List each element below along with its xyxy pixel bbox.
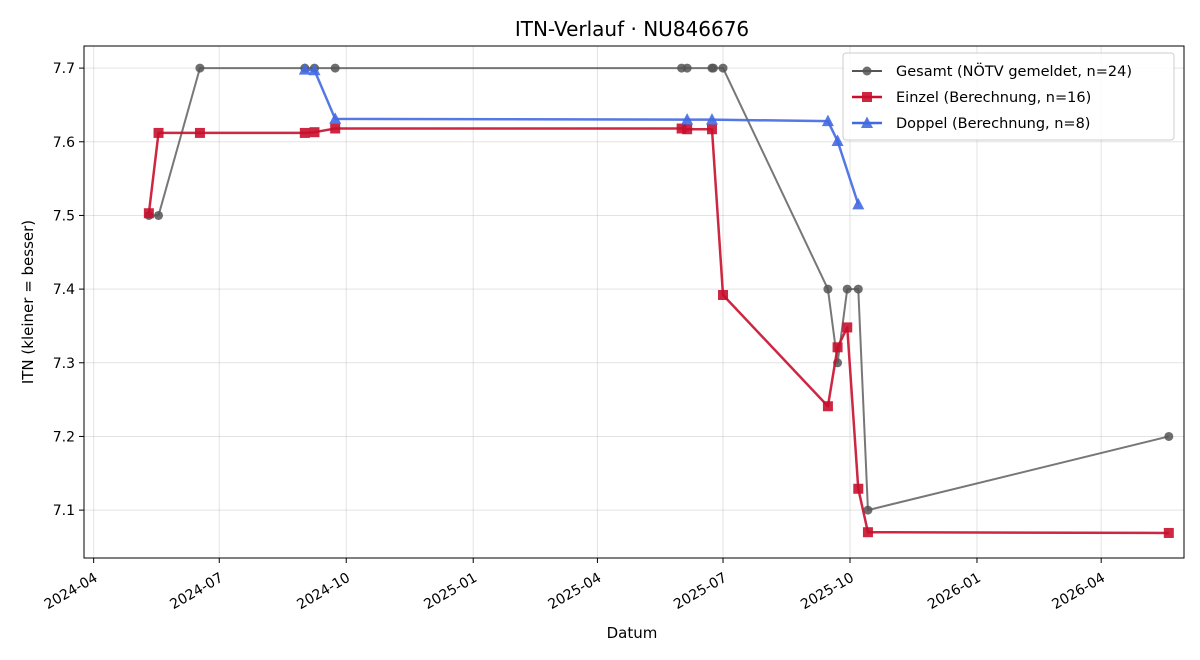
data-point <box>862 527 873 538</box>
grid-lines <box>84 46 1184 558</box>
data-point <box>822 401 833 412</box>
legend: Gesamt (NÖTV gemeldet, n=24) Einzel (Bere… <box>842 52 1175 141</box>
data-point <box>842 322 853 333</box>
legend-label: Einzel (Berechnung, n=16) <box>896 90 1091 106</box>
x-tick-label: 2026-01 <box>925 570 984 613</box>
series-layer <box>143 63 1174 538</box>
series-square <box>143 123 1174 538</box>
x-tick-label: 2025-07 <box>671 570 730 613</box>
data-point <box>299 127 310 138</box>
data-point <box>309 127 320 138</box>
data-point <box>708 63 718 73</box>
data-point <box>853 483 864 494</box>
data-point <box>194 127 205 138</box>
chart-title: ITN-Verlauf · NU846676 <box>515 17 749 41</box>
y-tick-label: 7.5 <box>53 208 75 224</box>
data-point <box>676 123 687 134</box>
data-point <box>718 63 728 73</box>
data-point <box>329 112 342 124</box>
data-point <box>1163 527 1174 538</box>
x-tick-label: 2024-10 <box>294 570 353 613</box>
data-point <box>682 63 692 73</box>
data-point <box>823 284 833 294</box>
data-point <box>298 63 311 75</box>
data-point <box>1164 431 1174 441</box>
data-point <box>821 114 834 127</box>
axis-ticks: 2024-04 2024-07 2024-10 2025-01 2025-04 2025-… <box>42 61 1108 613</box>
data-point <box>706 124 717 135</box>
legend-marker <box>862 92 872 102</box>
x-tick-label: 2024-07 <box>167 570 226 613</box>
series-triangle <box>298 63 865 210</box>
legend-box <box>842 52 1175 141</box>
data-point <box>832 342 843 353</box>
data-point <box>852 197 865 210</box>
data-point <box>853 284 863 294</box>
legend-marker <box>862 66 872 76</box>
data-point <box>681 113 694 125</box>
data-point <box>682 124 693 135</box>
x-tick-label: 2025-01 <box>421 570 480 613</box>
data-point <box>195 63 205 73</box>
data-point <box>705 113 718 125</box>
data-point <box>330 123 341 134</box>
data-point <box>154 210 164 220</box>
y-tick-label: 7.3 <box>53 356 75 372</box>
x-axis-label: Datum <box>607 624 658 642</box>
data-point <box>153 127 164 138</box>
data-point <box>718 290 729 301</box>
data-point <box>842 284 852 294</box>
legend-label: Gesamt (NÖTV gemeldet, n=24) <box>896 62 1132 80</box>
data-point <box>330 63 340 73</box>
data-point <box>308 63 321 76</box>
data-point <box>143 208 154 219</box>
x-tick-label: 2025-04 <box>546 570 605 613</box>
x-tick-label: 2024-04 <box>42 570 101 613</box>
y-tick-label: 7.1 <box>53 503 75 519</box>
data-point <box>863 505 873 515</box>
legend-marker <box>861 116 873 128</box>
y-axis-label: ITN (kleiner = besser) <box>19 220 37 384</box>
x-tick-label: 2026-04 <box>1049 570 1108 613</box>
series-line <box>304 68 860 205</box>
y-tick-label: 7.6 <box>53 135 75 151</box>
plot-frame <box>83 45 1185 559</box>
y-tick-label: 7.7 <box>53 61 75 77</box>
y-tick-label: 7.4 <box>53 282 75 298</box>
series-line <box>147 127 1169 535</box>
legend-label: Doppel (Berechnung, n=8) <box>896 116 1090 132</box>
y-tick-label: 7.2 <box>53 429 75 445</box>
data-point <box>831 134 844 147</box>
x-tick-label: 2025-10 <box>798 570 857 613</box>
